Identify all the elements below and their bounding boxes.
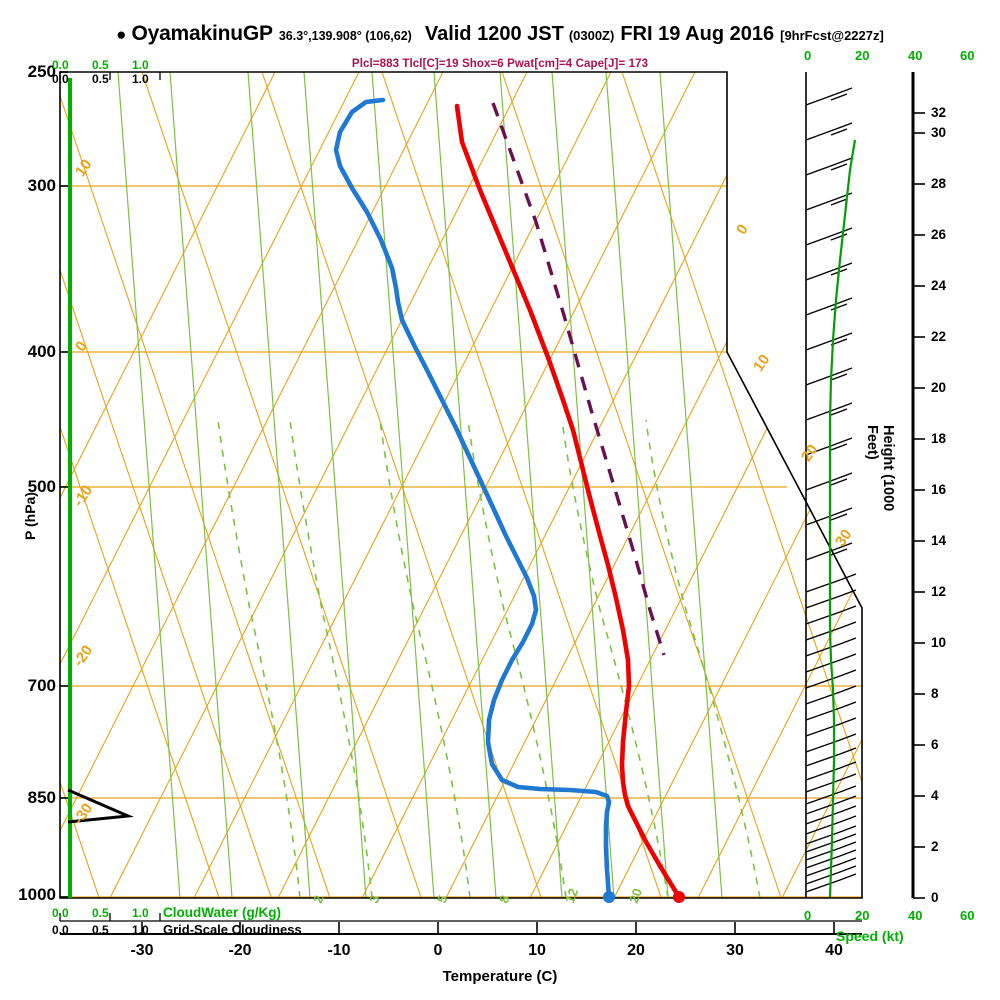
cloudwater-tick-0: 0.0	[52, 58, 69, 72]
height-tick-16: 16	[931, 482, 947, 497]
height-tick-2: 2	[931, 839, 939, 854]
pressure-tick-250: 250	[27, 62, 56, 81]
speed-top-tick-60: 60	[960, 48, 975, 63]
temperature-tick-40: 40	[825, 942, 843, 959]
wind-barbs-upper	[805, 87, 853, 561]
height-tick-12: 12	[931, 584, 947, 599]
cloudwater-bottom-tick-0: 0.0	[52, 906, 69, 920]
height-tick-0: 0	[931, 890, 939, 905]
height-axis-line	[911, 72, 925, 899]
height-tick-14: 14	[931, 533, 947, 548]
surface-temperature-dot	[673, 891, 685, 903]
temperature-curve	[454, 103, 685, 903]
cloudiness-profile	[67, 788, 134, 824]
pressure-tick-500: 500	[27, 477, 56, 496]
pressure-tick-300: 300	[27, 176, 56, 195]
cloudwater-bottom-tick-2: 1.0	[132, 906, 149, 920]
cloudwater-tick-2: 1.0	[132, 58, 149, 72]
temperature-tick--30: -30	[130, 942, 154, 959]
temperature-axis	[60, 922, 862, 935]
speed-top-tick-20: 20	[855, 48, 870, 63]
speed-bottom-tick-40: 40	[908, 908, 923, 923]
station-bullet-icon: ●	[116, 25, 127, 44]
speed-bottom-tick-0: 0	[804, 908, 812, 923]
bottom-secondary-axis	[59, 913, 862, 922]
cloudwater-axis-label: CloudWater (g/Kg)	[163, 905, 281, 920]
wind-speed-profile	[828, 139, 857, 898]
speed-bottom-tick-60: 60	[960, 908, 975, 923]
speed-top-tick-0: 0	[804, 48, 812, 63]
temperature-tick--20: -20	[228, 942, 252, 959]
height-tick-28: 28	[931, 176, 947, 191]
temperature-tick-10: 10	[528, 942, 546, 959]
height-tick-30: 30	[931, 125, 947, 140]
pressure-tick-850: 850	[27, 788, 56, 807]
height-tick-22: 22	[931, 329, 947, 344]
forecast-info: [9hrFcst@2227z]	[780, 28, 884, 43]
height-tick-18: 18	[931, 431, 947, 446]
valid-time: Valid 1200 JST	[424, 23, 564, 45]
cloudiness-axis-label: Grid-Scale Cloudiness	[163, 922, 302, 937]
pressure-tick-400: 400	[27, 342, 56, 361]
wind-barbs-lower	[805, 573, 857, 893]
sounding-statistics: Plcl=883 Tlcl[C]=19 Shox=6 Pwat[cm]=4 Ca…	[351, 58, 649, 70]
pressure-axis-label: P (hPa)	[22, 492, 38, 540]
pressure-tick-1000: 1000	[18, 885, 56, 904]
isotherm-lines	[60, 72, 862, 898]
plot-frame	[59, 71, 863, 899]
cloudiness-bottom-tick-1: 0.5	[92, 923, 109, 937]
temperature-tick-0: 0	[433, 942, 443, 959]
chart-header: ● OyamakinuGP 36.3°,139.908° (106,62) Va…	[0, 22, 1000, 52]
height-tick-10: 10	[931, 635, 947, 650]
cloudiness-top-tick-1: 0.5	[92, 72, 109, 86]
height-tick-26: 26	[931, 227, 947, 242]
height-tick-8: 8	[931, 686, 939, 701]
pressure-axis-ticks	[60, 71, 68, 898]
height-tick-24: 24	[931, 278, 947, 293]
station-coordinates: 36.3°,139.908° (106,62)	[278, 29, 412, 43]
height-tick-32: 32	[931, 105, 947, 120]
cloudiness-bottom-tick-2: 1.0	[132, 923, 149, 937]
speed-bottom-tick-20: 20	[855, 908, 870, 923]
height-tick-6: 6	[931, 737, 939, 752]
cloudiness-top-tick-2: 1.0	[132, 72, 149, 86]
height-tick-4: 4	[931, 788, 939, 803]
cloudiness-top-tick-0: 0.0	[52, 72, 69, 86]
mixing-ratio-lines	[117, 72, 723, 898]
height-axis-label: Height (1000 Feet)	[864, 425, 896, 512]
cloudwater-bottom-tick-1: 0.5	[92, 906, 109, 920]
temperature-axis-label: Temperature (C)	[442, 968, 558, 985]
speed-top-tick-40: 40	[908, 48, 923, 63]
temperature-tick-30: 30	[726, 942, 744, 959]
pressure-tick-700: 700	[27, 676, 56, 695]
isobar-lines	[60, 185, 862, 898]
dewpoint-curve	[333, 97, 615, 903]
temperature-tick--10: -10	[327, 942, 351, 959]
valid-time-zulu: (0300Z)	[568, 28, 615, 43]
cloudwater-tick-1: 0.5	[92, 58, 109, 72]
height-tick-20: 20	[931, 380, 947, 395]
temperature-tick-20: 20	[627, 942, 645, 959]
speed-axis-label: Speed (kt)	[836, 928, 904, 944]
cloudiness-bottom-tick-0: 0.0	[52, 923, 69, 937]
moist-adiabat-lines	[217, 419, 761, 898]
wind-barb-column	[805, 72, 857, 898]
surface-dewpoint-dot	[603, 891, 615, 903]
top-secondary-axis	[59, 72, 161, 80]
valid-date: FRI 19 Aug 2016	[620, 23, 775, 45]
parcel-path-curve	[491, 102, 666, 656]
station-name: OyamakinuGP	[131, 22, 273, 45]
